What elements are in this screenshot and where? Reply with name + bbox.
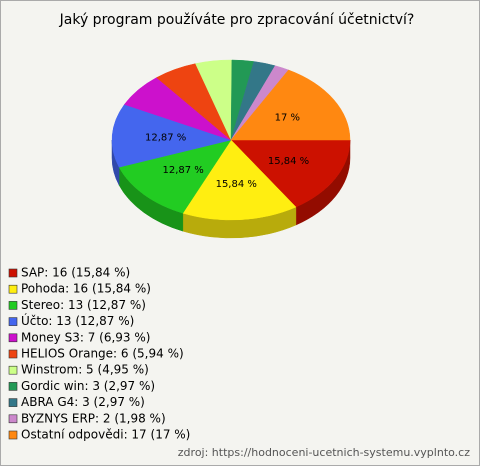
slice — [182, 139, 297, 221]
data-label: 12,87 % — [145, 133, 186, 144]
legend-label: SAP: 16 (15,84 %) — [21, 266, 130, 280]
slice — [118, 139, 232, 214]
legend-swatch — [8, 382, 18, 391]
legend-label: Pohoda: 16 (15,84 %) — [21, 282, 151, 296]
source: zdroj: https://hodnoceni-ucetnich-system… — [178, 446, 470, 459]
legend-label: Ostatní odpovědi: 17 (17 %) — [21, 428, 190, 442]
legend-label: Money S3: 7 (6,93 %) — [21, 330, 150, 344]
legend-swatch — [8, 268, 18, 278]
data-label: 15,84 % — [216, 179, 257, 190]
chart-title: Jaký program používáte pro zpracování úč… — [59, 12, 415, 28]
data-label: 15,84 % — [268, 156, 309, 167]
legend-label: Winstrom: 5 (4,95 %) — [21, 363, 149, 377]
slice — [230, 139, 351, 208]
legend-swatch — [8, 365, 18, 375]
legend-label: ABRA G4: 3 (2,97 %) — [21, 395, 145, 409]
legend-label: Gordic win: 3 (2,97 %) — [21, 379, 155, 393]
legend-swatch — [8, 333, 18, 343]
legend-label: BYZNYS ERP: 2 (1,98 %) — [21, 411, 166, 425]
data-label: 17 % — [275, 113, 300, 124]
legend-label: HELIOS Orange: 6 (5,94 %) — [21, 347, 184, 361]
legend-swatch — [8, 317, 18, 326]
legend-label: Účto: 13 (12,87 %) — [21, 313, 134, 328]
legend-swatch — [8, 414, 18, 424]
legend-label: Stereo: 13 (12,87 %) — [21, 298, 146, 312]
legend-swatch — [8, 349, 18, 359]
legend-swatch — [8, 301, 18, 310]
legend-swatch — [8, 284, 18, 294]
slice — [111, 104, 232, 168]
slice — [230, 69, 351, 141]
data-label: 12,87 % — [162, 165, 203, 176]
legend-swatch — [8, 398, 18, 407]
legend-swatch — [8, 430, 18, 440]
